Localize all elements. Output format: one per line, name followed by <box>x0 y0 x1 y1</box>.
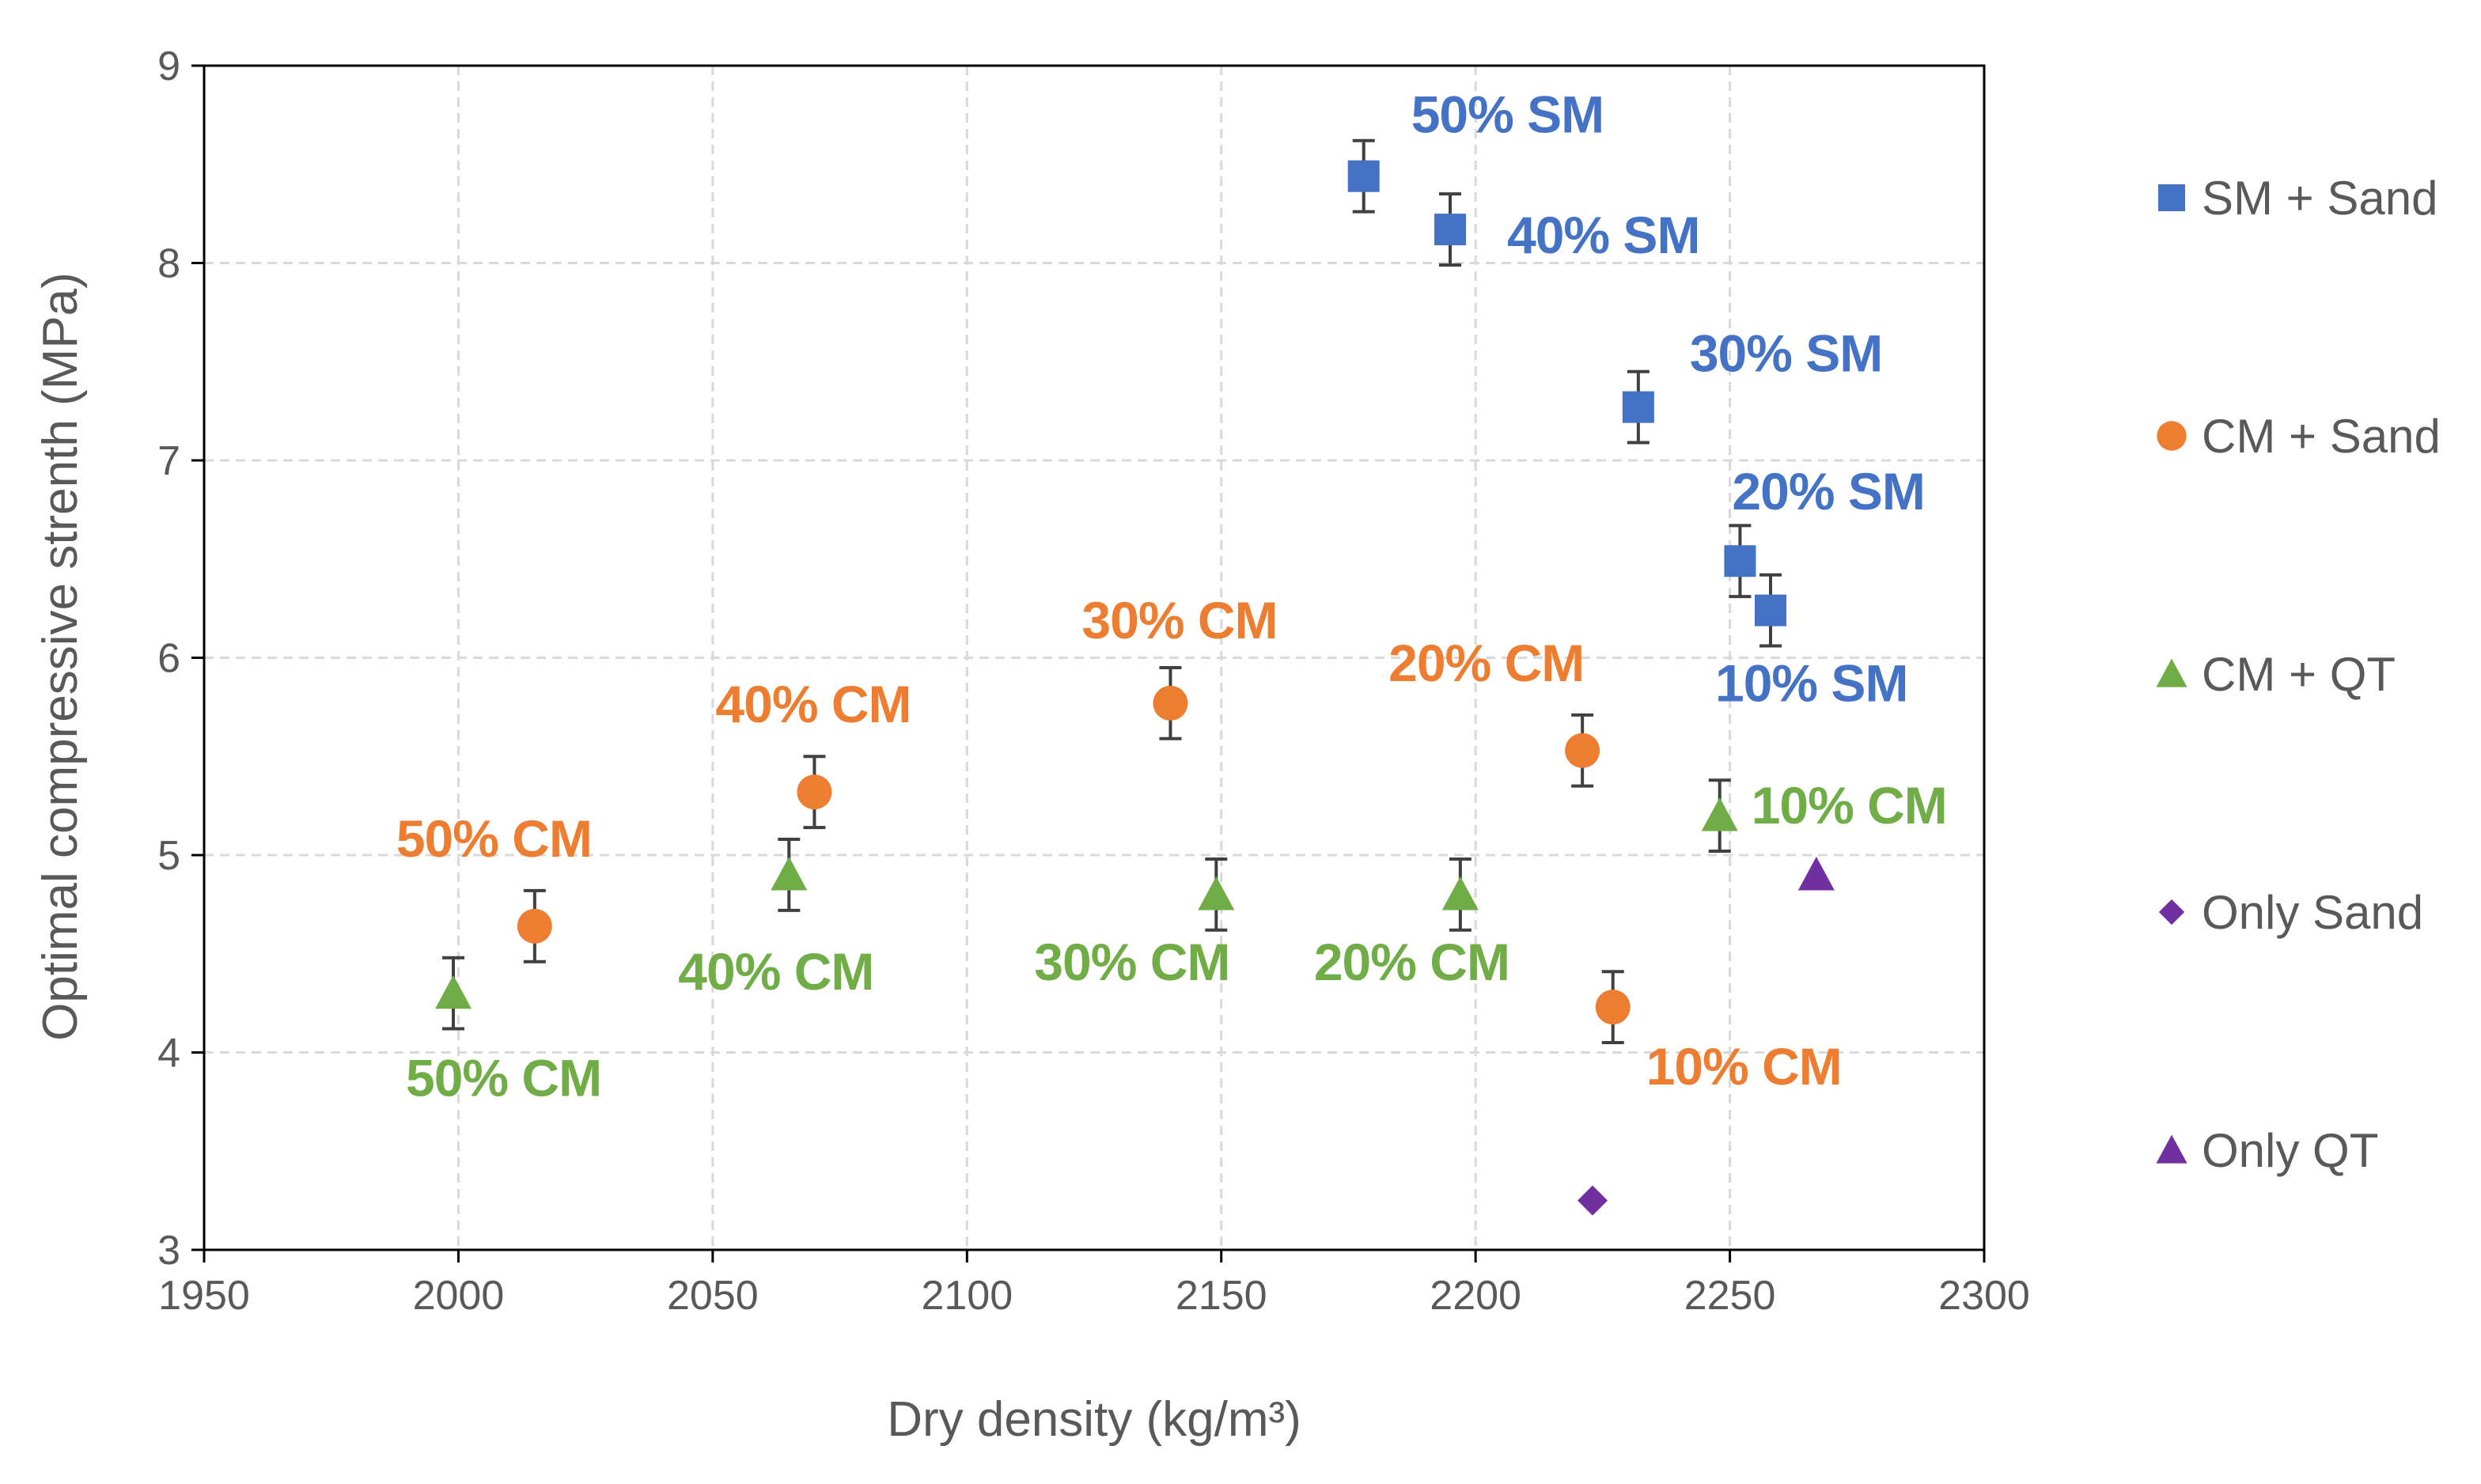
x-tick-label: 2150 <box>1176 1273 1267 1319</box>
sm-sand-point-label: 10% SM <box>1715 654 1907 713</box>
cm-qt-point <box>435 975 472 1009</box>
y-tick-label: 9 <box>157 44 180 89</box>
legend-marker-sm-sand <box>2158 184 2185 211</box>
cm-qt-point <box>1441 876 1479 910</box>
cm-sand-point <box>517 908 552 944</box>
x-tick-label: 2000 <box>413 1273 505 1319</box>
sm-sand-point <box>1347 160 1380 192</box>
sm-sand-point-label: 50% SM <box>1411 85 1604 144</box>
legend-marker-only-qt <box>2156 1134 2187 1164</box>
cm-qt-point-label: 10% CM <box>1752 776 1947 835</box>
x-tick-label: 2100 <box>921 1273 1013 1319</box>
cm-sand-point-label: 30% CM <box>1081 591 1277 649</box>
legend-marker-only-sand <box>2158 899 2185 926</box>
only-qt-point <box>1797 856 1835 891</box>
y-axis-title: Optimal compressive strenth (MPa) <box>33 272 88 1041</box>
legend-label-sm-sand: SM + Sand <box>2202 172 2438 225</box>
sm-sand-point-label: 30% SM <box>1690 324 1882 383</box>
x-axis-title: Dry density (kg/m³) <box>887 1392 1301 1447</box>
legend-item-only-qt: Only QT <box>2156 1124 2378 1177</box>
sm-sand-point <box>1755 594 1786 627</box>
legend-item-sm-sand: SM + Sand <box>2158 172 2438 225</box>
cm-qt-point <box>1198 876 1235 910</box>
legend-label-cm-qt: CM + QT <box>2202 648 2396 701</box>
legend-item-cm-sand: CM + Sand <box>2157 410 2441 463</box>
legend-label-cm-sand: CM + Sand <box>2202 410 2441 463</box>
legend-item-only-sand: Only Sand <box>2158 886 2423 939</box>
cm-qt-point-label: 30% CM <box>1034 933 1229 991</box>
y-tick-label: 8 <box>157 241 180 287</box>
y-tick-label: 5 <box>157 833 180 879</box>
cm-sand-point-label: 10% CM <box>1646 1037 1842 1096</box>
x-tick-label: 2250 <box>1684 1273 1776 1319</box>
legend-label-only-sand: Only Sand <box>2202 886 2423 939</box>
sm-sand-point <box>1622 391 1654 423</box>
y-tick-label: 3 <box>157 1228 180 1274</box>
cm-qt-point <box>1701 797 1738 831</box>
sm-sand-point-label: 20% SM <box>1732 462 1924 521</box>
sm-sand-point-label: 40% SM <box>1507 206 1699 264</box>
cm-sand-point-label: 50% CM <box>396 809 592 868</box>
cm-sand-point <box>1565 733 1600 768</box>
y-tick-label: 6 <box>157 636 180 682</box>
x-tick-label: 2300 <box>1938 1273 2030 1319</box>
cm-qt-point-label: 20% CM <box>1314 933 1509 991</box>
legend-item-cm-qt: CM + QT <box>2156 648 2396 701</box>
y-tick-label: 7 <box>157 438 180 484</box>
axis-ticks-layer: 1950 2000 2050 2100 2150 2200 2250 2300 3 4 5 6 7 8 9 <box>157 44 2030 1319</box>
legend-marker-cm-sand <box>2157 421 2187 451</box>
cm-qt-point-label: 40% CM <box>678 942 873 1001</box>
cm-qt-point-label: 50% CM <box>406 1049 601 1107</box>
cm-sand-point <box>1595 990 1631 1025</box>
point-label-layer: 50% SM 40% SM 30% SM 20% SM 10% SM 50% CM 40% … <box>396 85 1948 1107</box>
cm-sand-point-label: 40% CM <box>715 675 911 733</box>
cm-sand-point-label: 20% CM <box>1388 634 1584 692</box>
legend-label-only-qt: Only QT <box>2202 1124 2378 1177</box>
legend: SM + Sand CM + Sand CM + QT Only Sand Only Q… <box>2156 172 2441 1177</box>
legend-marker-cm-qt <box>2156 658 2187 687</box>
x-tick-label: 2200 <box>1430 1273 1521 1319</box>
y-tick-label: 4 <box>157 1031 180 1077</box>
x-tick-label: 1950 <box>158 1273 250 1319</box>
sm-sand-point <box>1434 214 1466 246</box>
only-sand-point <box>1578 1185 1608 1216</box>
cm-qt-point <box>771 856 808 891</box>
cm-sand-point <box>1153 685 1188 721</box>
marker-layer <box>435 160 1835 1216</box>
sm-sand-point <box>1724 545 1756 577</box>
x-tick-label: 2050 <box>667 1273 759 1319</box>
grid-layer <box>204 66 1984 1250</box>
cm-sand-point <box>797 774 832 810</box>
